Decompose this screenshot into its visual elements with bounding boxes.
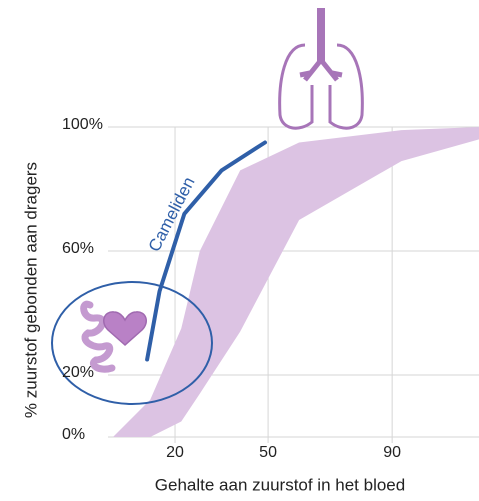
x-tick-label: 90 [383, 444, 401, 461]
y-tick-label: 60% [62, 240, 94, 257]
x-tick-label: 50 [259, 444, 277, 461]
range-band [113, 127, 479, 437]
x-tick-label: 20 [166, 444, 184, 461]
organs-icon [84, 304, 147, 369]
series-label: Cameliden [145, 174, 199, 255]
y-tick-label: 20% [62, 364, 94, 381]
chart: % zuurstof gebonden aan dragers Gehalte … [0, 0, 479, 501]
x-axis-title: Gehalte aan zuurstof in het bloed [155, 475, 405, 494]
y-tick-label: 0% [62, 426, 85, 443]
y-axis-title: % zuurstof gebonden aan dragers [21, 162, 40, 418]
lungs-icon [280, 8, 363, 128]
y-tick-label: 100% [62, 116, 103, 133]
